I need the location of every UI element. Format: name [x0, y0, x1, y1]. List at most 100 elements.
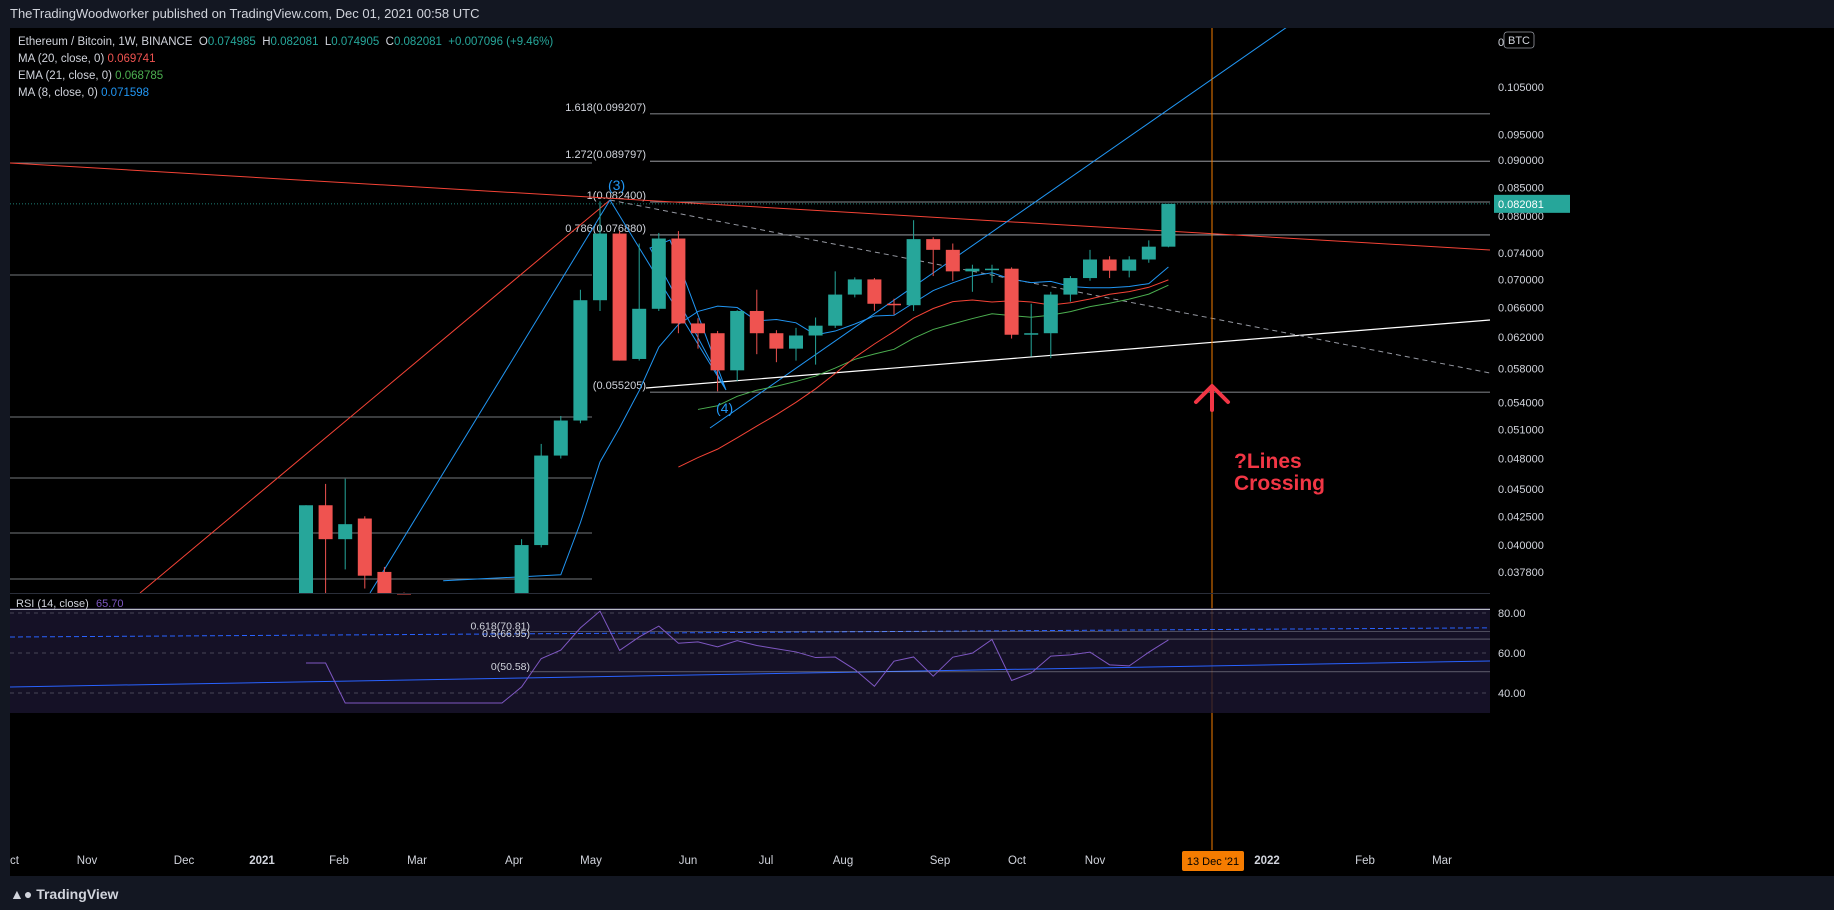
candle-body-44: [1161, 203, 1176, 247]
price-axis: 0.105000 0.095000 0.090000 0.085000 0.080000…: [1492, 28, 1834, 876]
candle-body-37: [1024, 333, 1039, 335]
candle-body-20: [691, 323, 705, 334]
rsi-tick-2: 40.00: [1498, 688, 1526, 700]
pane-divider: [10, 593, 1490, 594]
ema21-value: 0.068785: [115, 70, 164, 82]
wave-label-4: (4): [716, 400, 733, 416]
chart-legend: Ethereum / Bitcoin, 1W, BINANCE O0.07498…: [18, 34, 553, 102]
month-label-3: 2021: [249, 855, 275, 867]
month-label-5: Mar: [407, 855, 427, 867]
ma8-row[interactable]: MA (8, close, 0) 0.071598: [18, 87, 150, 99]
red-trendline: [9, 162, 1491, 251]
month-label-11: Sep: [930, 855, 950, 867]
price-chart[interactable]: 1.618(0.099207) 1.272(0.089797) 1(0.082400…: [9, 17, 1834, 876]
ma20-row[interactable]: MA (20, close, 0) 0.069741: [18, 53, 156, 65]
price-label-14: 0.042500: [1498, 511, 1544, 523]
rsi-title: RSI (14, close): [16, 598, 89, 610]
candle-body-34: [965, 268, 980, 272]
level-lines: 1.618(0.099207) 1.272(0.089797) 1(0.082400…: [10, 102, 1490, 580]
currency-badge: [1503, 31, 1535, 49]
candle-body-17: [632, 308, 647, 359]
last-price-tag: [1494, 194, 1570, 213]
rsi-tick-0: 80.00: [1498, 608, 1526, 620]
ema21-line: [697, 284, 1169, 410]
rsi-value: 65.70: [96, 598, 124, 610]
candle-body-33: [945, 249, 960, 272]
high-value: 0.082081: [270, 36, 319, 48]
price-label-3: 0.085000: [1498, 182, 1544, 194]
fib-label-0: 1.618(0.099207): [565, 102, 646, 114]
month-label-9: Jul: [759, 855, 774, 867]
candle-body-3: [357, 518, 372, 576]
rsi-fib-label-0: 0.618(70.81): [470, 620, 530, 632]
rsi-pane: 0.618(70.81)0.5(66.95) 0(50.58) RSI (14, c…: [9, 593, 1491, 713]
candle-body-25: [789, 335, 803, 349]
price-label-1: 0.095000: [1498, 129, 1544, 141]
tradingview-logo[interactable]: ▲● TradingView: [10, 886, 119, 902]
trend-lines: [9, 17, 1491, 594]
footer-bar: ▲● TradingView: [0, 878, 1834, 910]
fib-label-2: 1(0.082400): [587, 190, 646, 202]
moving-averages: [443, 266, 1169, 582]
price-label-2: 0.090000: [1498, 155, 1544, 167]
candle-body-32: [926, 239, 941, 250]
red-rise-line: [139, 199, 611, 594]
candle-body-30: [887, 303, 901, 306]
elliott-path: [609, 199, 727, 391]
rsi-fib-label-2: 0(50.58): [491, 661, 530, 673]
candle-body-21: [710, 333, 725, 371]
candle-body-22: [730, 310, 745, 371]
rsi-line: [306, 610, 1169, 704]
price-label-8: 0.062000: [1498, 332, 1544, 344]
ma8-value: 0.071598: [101, 87, 150, 99]
price-label-7: 0.066000: [1498, 302, 1544, 314]
month-label-4: Feb: [329, 855, 349, 867]
candle-body-24: [769, 333, 784, 349]
month-label-0: ct: [10, 855, 20, 867]
price-label-10: 0.054000: [1498, 398, 1544, 410]
symbol-row[interactable]: Ethereum / Bitcoin, 1W, BINANCE O0.07498…: [18, 36, 554, 48]
candle-body-11: [514, 545, 529, 593]
candle-body-29: [867, 279, 882, 304]
price-label-0: 0.105000: [1498, 82, 1544, 94]
wave-label-3: (3): [608, 177, 625, 193]
publisher-text: TheTradingWoodworker published on Tradin…: [10, 6, 480, 21]
change-value: +0.007096 (+9.46%): [448, 36, 554, 48]
ema21-row[interactable]: EMA (21, close, 0) 0.068785: [18, 70, 164, 82]
candle-body-35: [985, 268, 999, 271]
publisher-bar: TheTradingWoodworker published on Tradin…: [0, 0, 1834, 27]
candle-body-16: [612, 233, 627, 361]
candle-body-19: [671, 238, 686, 324]
candle-body-18: [651, 238, 666, 309]
price-label-11: 0.051000: [1498, 425, 1544, 437]
candle-body-42: [1122, 259, 1137, 271]
month-label-15: Feb: [1355, 855, 1375, 867]
close-value: 0.082081: [393, 36, 442, 48]
dashed-trendline: [609, 199, 1491, 374]
candle-body-27: [828, 294, 843, 326]
last-price-label: 0.082081: [1498, 199, 1544, 211]
time-axis-bg: [10, 850, 1834, 876]
month-label-8: Jun: [679, 855, 698, 867]
blue-channel-line: [709, 17, 1301, 429]
price-label-15: 0.040000: [1498, 540, 1544, 552]
month-label-6: Apr: [505, 855, 523, 867]
date-marker-label: 13 Dec '21: [1187, 856, 1239, 868]
up-arrow-icon: [1194, 384, 1230, 412]
chart-frame[interactable]: 1.618(0.099207) 1.272(0.089797) 1(0.082400…: [9, 17, 1834, 876]
price-label-9: 0.058000: [1498, 364, 1544, 376]
price-label-5: 0.074000: [1498, 248, 1544, 260]
annotation-line-1: ?Lines: [1234, 450, 1302, 473]
symbol-name[interactable]: Ethereum / Bitcoin, 1W, BINANCE: [18, 36, 193, 48]
candle-body-38: [1043, 294, 1058, 334]
month-label-14: 2022: [1254, 855, 1280, 867]
month-label-10: Aug: [833, 855, 853, 867]
candle-body-26: [808, 325, 823, 336]
annotation-line-2: Crossing: [1234, 472, 1325, 495]
candle-body-1: [318, 505, 333, 540]
price-label-16: 0.037800: [1498, 567, 1544, 579]
rsi-channel-top: [9, 627, 1491, 638]
month-label-13: Nov: [1085, 855, 1106, 867]
price-label-13: 0.045000: [1498, 484, 1544, 496]
